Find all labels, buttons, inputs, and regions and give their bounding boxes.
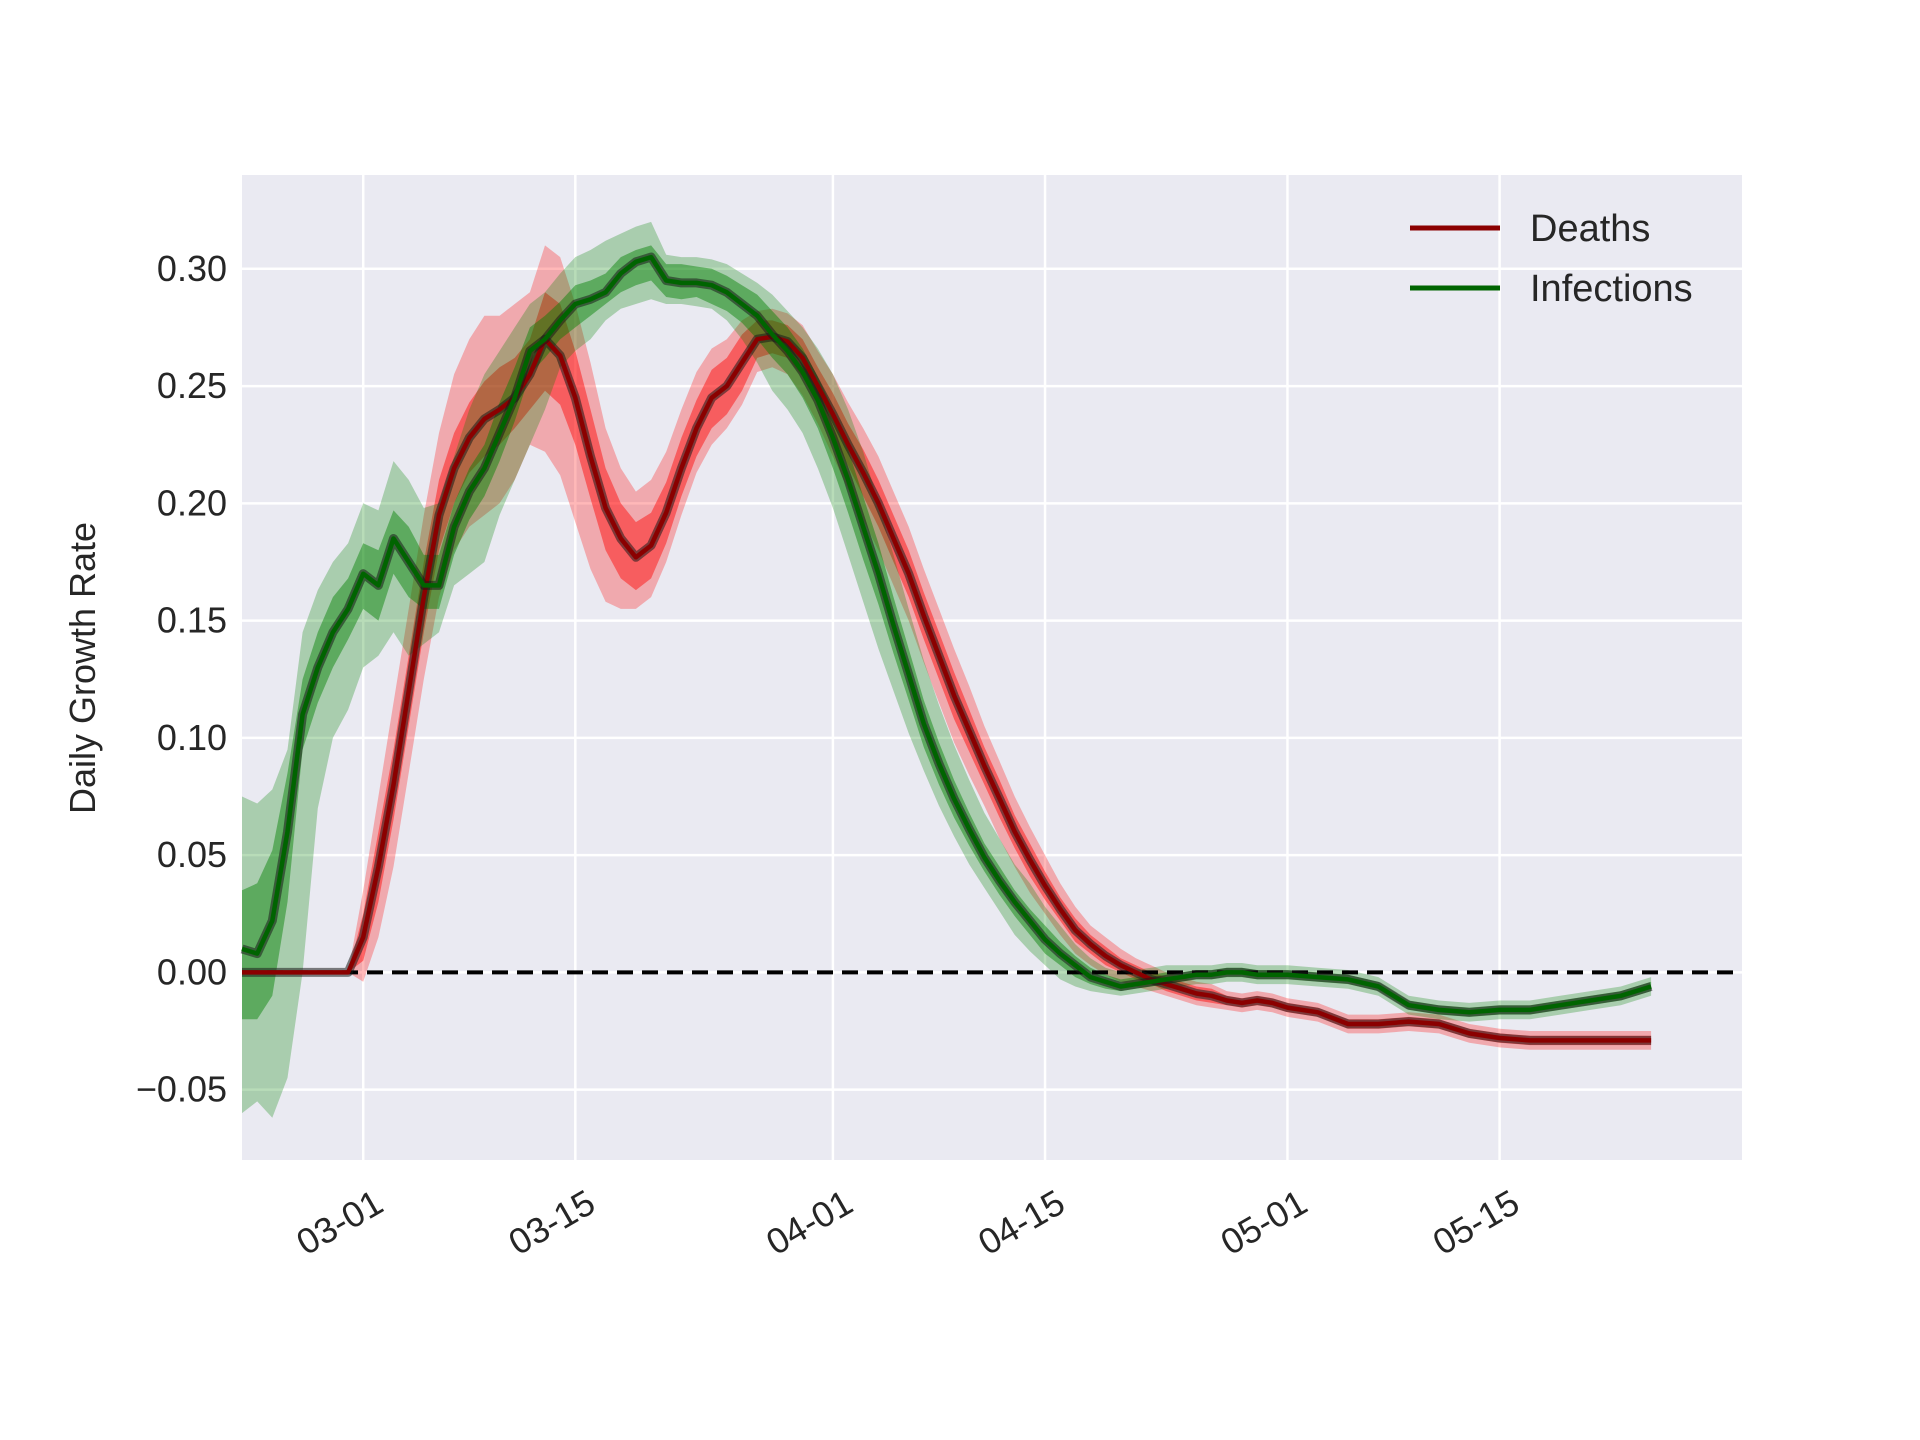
- y-tick-label: −0.05: [136, 1069, 227, 1110]
- x-tick-label: 05-01: [1214, 1181, 1314, 1263]
- x-tick-label: 05-15: [1426, 1181, 1526, 1263]
- y-tick-label: 0.25: [157, 365, 227, 406]
- y-tick-label: 0.10: [157, 717, 227, 758]
- infections-median-line: [241, 254, 1652, 1015]
- legend: Deaths Infections: [1410, 208, 1693, 310]
- x-gridlines: [361, 175, 1501, 1160]
- x-tick-label: 03-01: [289, 1181, 389, 1263]
- y-tick-label: 0.05: [157, 834, 227, 875]
- y-tick-label: 0.15: [157, 600, 227, 641]
- y-tick-labels: −0.05 0.00 0.05 0.10 0.15 0.20 0.25 0.30: [136, 248, 227, 1110]
- deaths-band-95: [242, 245, 1652, 1050]
- y-axis-label: Daily Growth Rate: [62, 522, 103, 814]
- deaths-legend-label: Deaths: [1530, 208, 1650, 250]
- deaths-median-line: [242, 334, 1652, 1043]
- x-tick-label: 04-01: [759, 1181, 859, 1263]
- y-tick-label: 0.00: [157, 951, 227, 992]
- plot-area: [242, 175, 1742, 1160]
- x-tick-label: 03-15: [501, 1181, 601, 1263]
- infections-legend-label: Infections: [1530, 268, 1693, 310]
- x-tick-labels: 03-01 03-15 04-01 04-15 05-01 05-15: [289, 1181, 1526, 1263]
- x-tick-label: 04-15: [971, 1181, 1071, 1263]
- series-lines: [240, 252, 1653, 1045]
- y-tick-label: 0.30: [157, 248, 227, 289]
- y-tick-label: 0.20: [157, 482, 227, 523]
